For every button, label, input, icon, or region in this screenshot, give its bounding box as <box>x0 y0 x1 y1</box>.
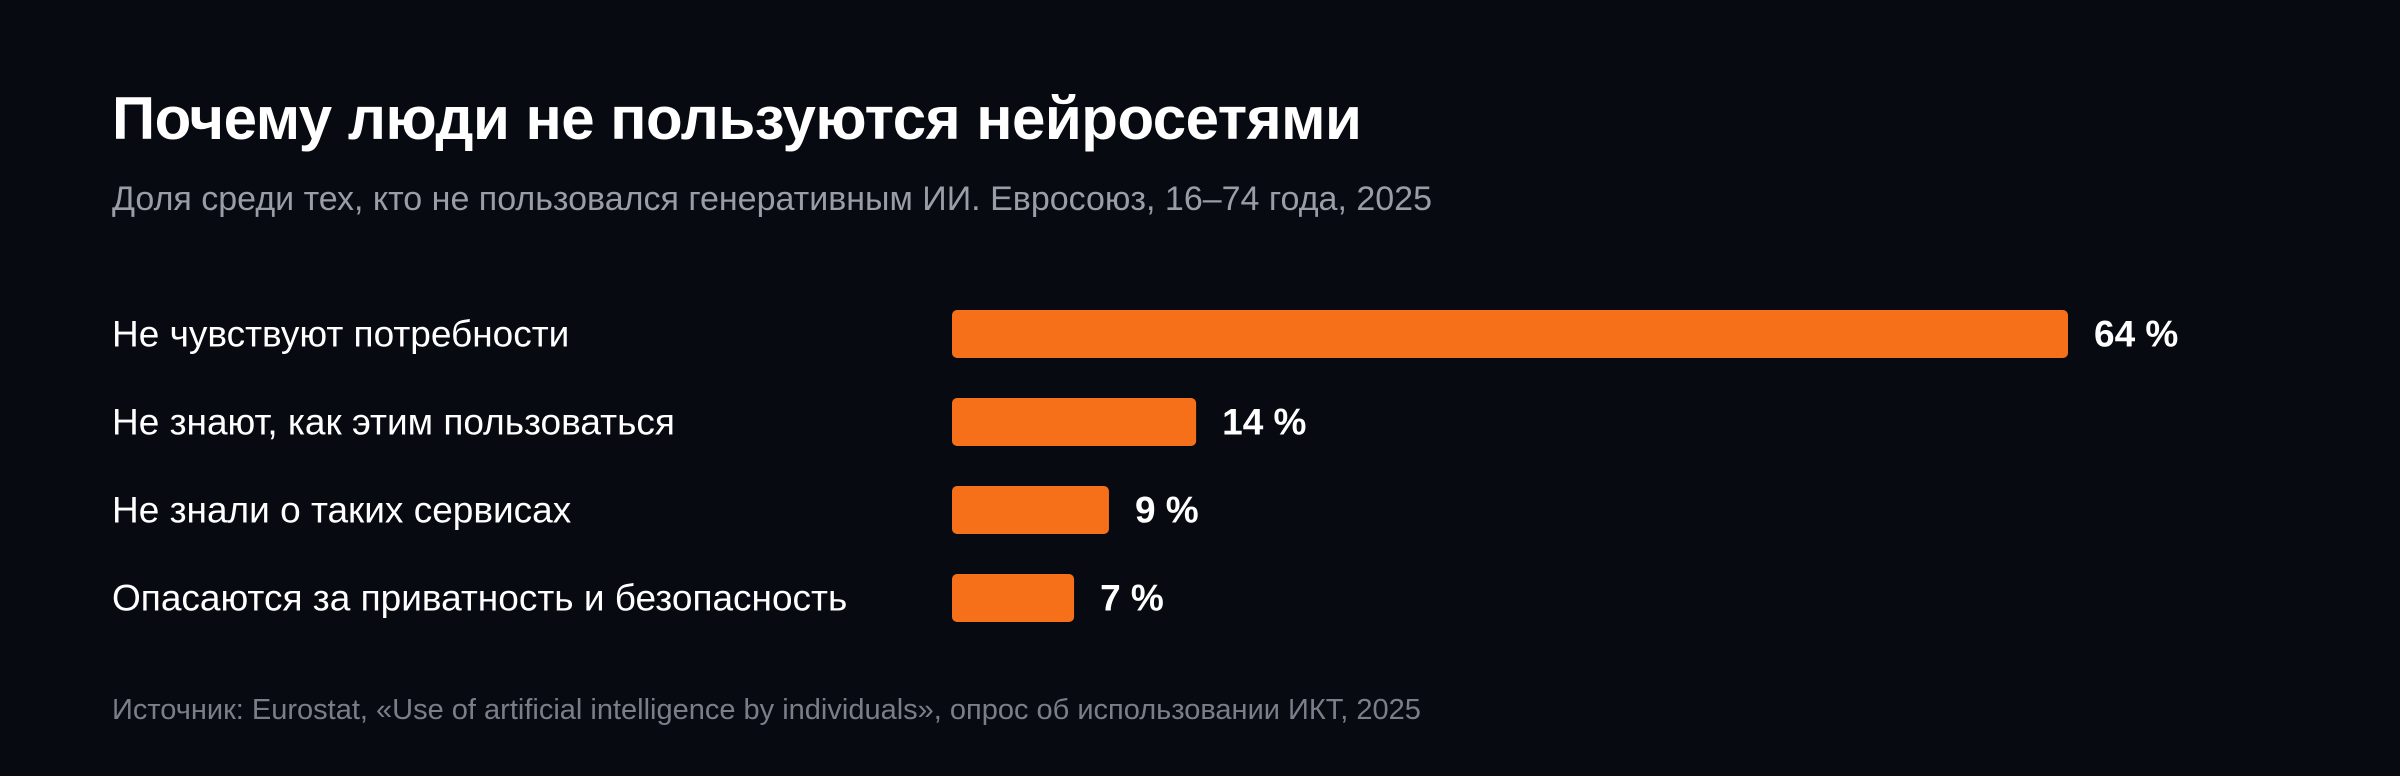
chart-title: Почему люди не пользуются нейросетями <box>112 85 1362 152</box>
source-note: Источник: Eurostat, «Use of artificial i… <box>112 694 1421 726</box>
category-label: Опасаются за приватность и безопасность <box>112 578 847 619</box>
bar <box>952 486 1109 534</box>
value-label: 64 % <box>2094 314 2178 355</box>
bar <box>952 310 2068 358</box>
value-label: 7 % <box>1100 578 1164 619</box>
bar <box>952 398 1197 446</box>
value-label: 14 % <box>1222 402 1306 443</box>
value-label: 9 % <box>1135 490 1199 531</box>
category-label: Не знают, как этим пользоваться <box>112 402 675 443</box>
bar <box>952 574 1075 622</box>
category-label: Не чувствуют потребности <box>112 314 569 355</box>
chart-subtitle: Доля среди тех, кто не пользовался генер… <box>112 180 1432 218</box>
category-label: Не знали о таких сервисах <box>112 490 572 531</box>
